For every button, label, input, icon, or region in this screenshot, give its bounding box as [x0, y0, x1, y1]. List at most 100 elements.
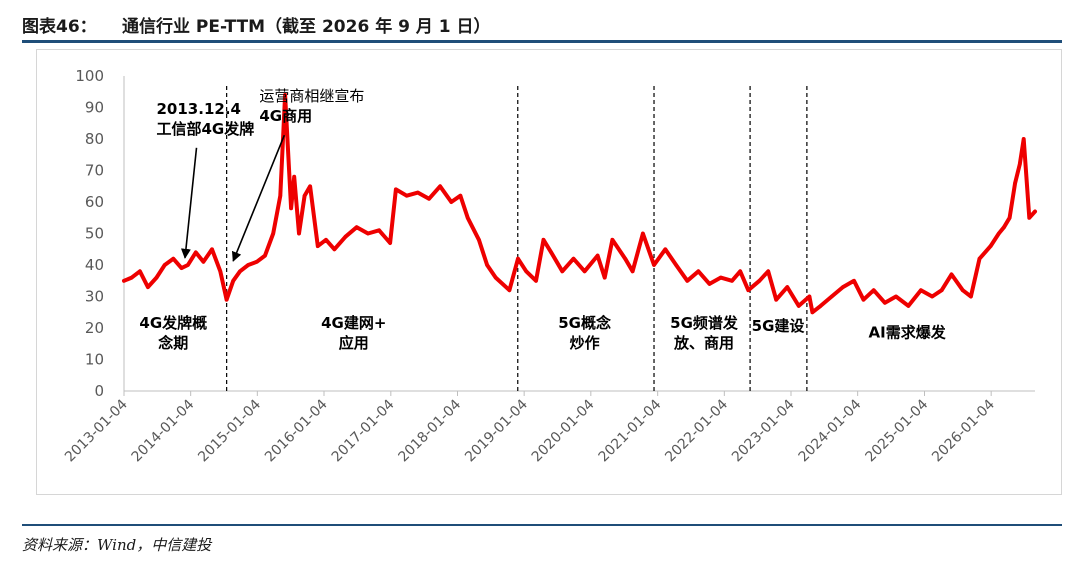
data-point-0-31 — [354, 225, 359, 229]
phase-label-2-line-0: 5G概念 — [558, 314, 611, 332]
data-point-0-61 — [652, 263, 656, 267]
data-point-0-33 — [377, 228, 381, 233]
annotation-0: 2013.12.4 工信部4G发牌 — [157, 100, 255, 138]
data-point-0-41 — [458, 193, 463, 198]
data-point-0-67 — [718, 275, 723, 280]
data-point-0-28 — [324, 238, 328, 242]
x-tick-label-10: 2023-01-04 — [729, 396, 798, 465]
phase-label-3-line-1: 放、商用 — [673, 334, 734, 352]
annotation-arrow-1 — [231, 134, 286, 262]
phase-label-2-line-1: 炒作 — [570, 334, 600, 352]
phase-label-5-line-0: AI需求爆发 — [869, 323, 947, 341]
data-point-0-93 — [977, 256, 982, 261]
y-tick-label-2: 20 — [85, 319, 104, 337]
data-point-0-51 — [549, 250, 553, 255]
annotation-1-line-1: 4G商用 — [259, 107, 312, 125]
data-point-0-73 — [774, 297, 778, 302]
data-point-0-24 — [297, 231, 301, 236]
source-note: 资料来源：Wind，中信建投 — [22, 536, 212, 554]
x-tick-label-1: 2014-01-04 — [129, 396, 198, 465]
data-point-0-97 — [1007, 216, 1012, 220]
chart-frame: 0 10 20 30 40 50 60 70 80 90 100 2013-01-04 2014-01-… — [36, 49, 1062, 495]
pe-ttm-chart: 0 10 20 30 40 50 60 70 80 90 100 2013-01-042014-01-… — [62, 67, 1037, 465]
data-point-0-59 — [630, 269, 635, 274]
data-point-0-30 — [343, 234, 348, 239]
data-point-0-37 — [416, 190, 420, 195]
data-point-0-95 — [997, 231, 1001, 236]
data-point-0-88 — [930, 294, 934, 299]
data-point-0-48 — [524, 269, 528, 274]
data-point-0-23 — [292, 175, 296, 179]
data-point-0-98 — [1013, 181, 1017, 185]
data-point-0-1 — [129, 275, 134, 280]
data-point-0-27 — [316, 244, 320, 248]
y-tick-label-9: 90 — [85, 99, 104, 117]
x-tick-label-0: 2013-01-04 — [62, 396, 131, 465]
data-point-0-86 — [906, 304, 911, 308]
phase-label-3: 5G频谱发放、商用 — [670, 314, 739, 352]
data-point-0-100 — [1021, 137, 1026, 141]
data-point-0-65 — [696, 269, 701, 274]
data-point-0-81 — [852, 279, 856, 283]
data-point-0-96 — [1002, 225, 1006, 229]
phase-label-0-line-1: 念期 — [157, 334, 188, 352]
data-point-0-46 — [507, 288, 512, 292]
annotation-1-line-0: 运营商相继宣布 — [259, 87, 364, 105]
data-point-0-85 — [894, 294, 898, 299]
data-point-0-64 — [685, 279, 690, 283]
data-point-0-47 — [516, 256, 520, 261]
data-point-0-12 — [218, 269, 223, 274]
annotation-arrow-0 — [180, 147, 198, 259]
data-point-0-8 — [186, 263, 190, 267]
x-tick-label-12: 2025-01-04 — [862, 396, 931, 465]
data-point-0-55 — [595, 253, 600, 258]
data-point-0-49 — [534, 279, 538, 283]
data-point-0-15 — [238, 269, 242, 274]
data-point-0-4 — [154, 275, 159, 280]
figure-header: 图表46： 通信行业 PE-TTM（截至 2026 年 9 月 1 日） — [22, 8, 1062, 38]
x-tick-label-6: 2019-01-04 — [462, 396, 531, 465]
x-tick-label-4: 2017-01-04 — [329, 396, 398, 465]
x-tick-label-8: 2021-01-04 — [596, 396, 665, 465]
data-point-0-74 — [785, 285, 790, 289]
data-point-0-62 — [663, 247, 668, 252]
data-point-0-17 — [255, 260, 259, 264]
x-tick-label-13: 2026-01-04 — [929, 396, 998, 465]
data-point-0-38 — [427, 197, 431, 201]
data-point-0-83 — [871, 288, 876, 292]
data-point-0-35 — [394, 187, 398, 192]
data-point-0-14 — [231, 279, 235, 283]
data-point-0-70 — [746, 288, 751, 292]
data-point-0-7 — [179, 266, 184, 270]
data-point-0-60 — [641, 231, 645, 236]
data-point-0-57 — [610, 238, 615, 242]
data-point-0-54 — [582, 269, 587, 274]
data-point-0-63 — [674, 263, 678, 267]
phase-label-1-line-0: 4G建网+ — [321, 314, 386, 332]
x-tick-label-7: 2020-01-04 — [529, 396, 598, 465]
data-point-0-9 — [194, 250, 198, 255]
data-point-0-56 — [602, 275, 607, 280]
data-point-0-92 — [969, 294, 973, 299]
data-point-0-52 — [560, 269, 565, 274]
data-point-0-19 — [271, 231, 275, 236]
data-point-0-102 — [1033, 209, 1037, 214]
data-point-0-84 — [883, 301, 887, 305]
data-point-0-75 — [796, 304, 801, 308]
data-point-0-26 — [308, 184, 312, 189]
data-point-0-45 — [493, 275, 498, 280]
data-point-0-16 — [246, 263, 250, 267]
data-point-0-42 — [465, 216, 470, 220]
data-point-0-50 — [541, 238, 546, 242]
data-point-0-11 — [210, 247, 214, 252]
chart-title: 通信行业 PE-TTM（截至 2026 年 9 月 1 日） — [122, 17, 491, 37]
data-point-0-0 — [122, 279, 126, 283]
annotation-0-line-1: 工信部4G发牌 — [157, 120, 255, 138]
data-point-0-13 — [224, 297, 229, 302]
phase-label-4: 5G建设 — [752, 317, 805, 335]
data-point-0-32 — [366, 231, 370, 236]
data-point-0-20 — [278, 193, 283, 198]
phase-label-0-line-0: 4G发牌概 — [139, 314, 207, 332]
data-point-0-72 — [766, 269, 770, 274]
data-point-0-90 — [949, 272, 954, 277]
